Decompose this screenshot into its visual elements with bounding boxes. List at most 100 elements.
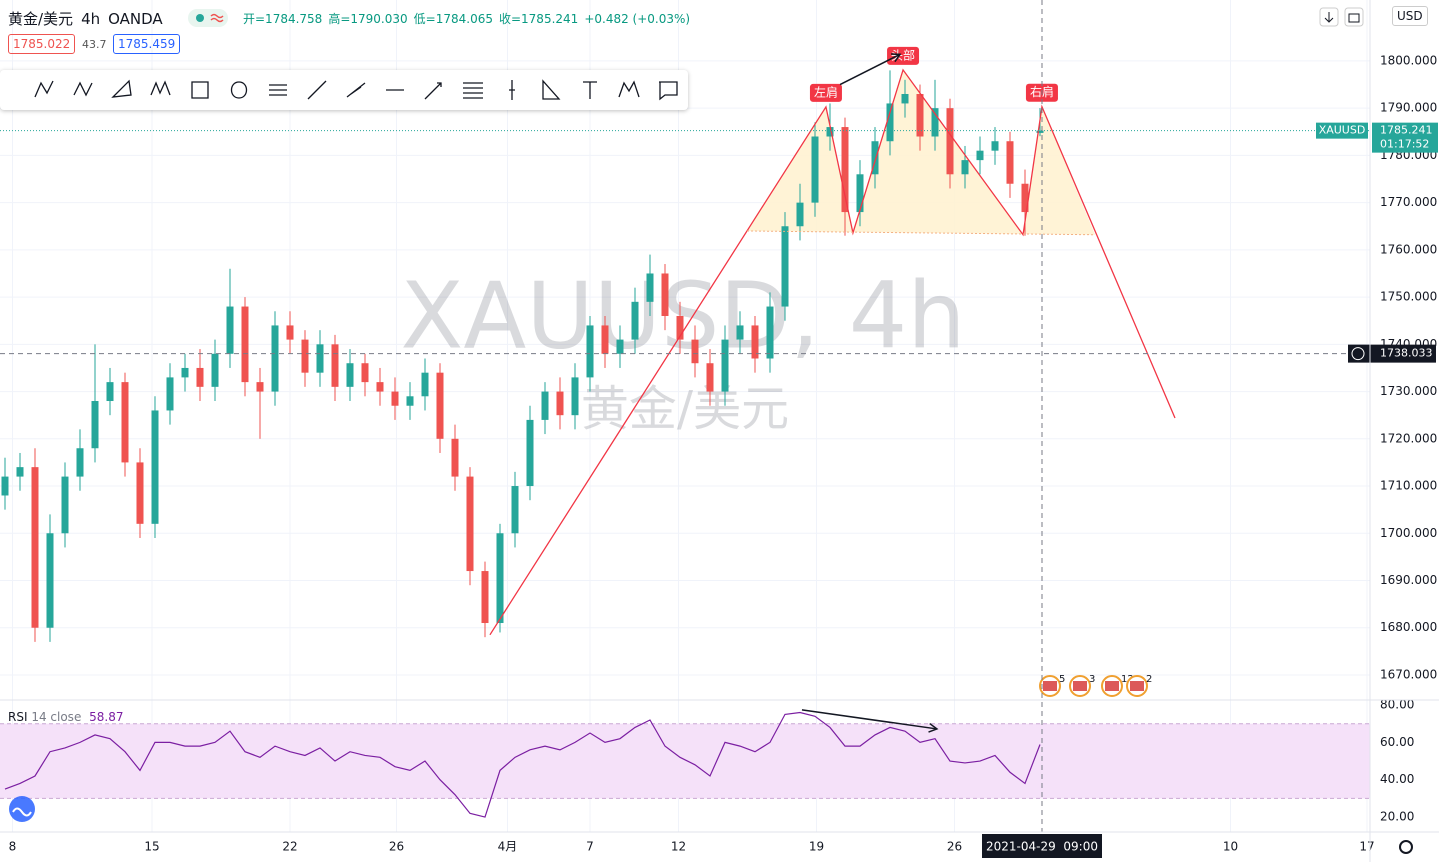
candle-body [241,306,249,383]
symbol-header: 黄金/美元 4h OANDA [8,8,171,29]
ask-price[interactable]: 1785.459 [113,34,181,54]
candle-body [901,93,909,104]
tool-button[interactable] [219,72,258,108]
tool-button[interactable] [258,72,297,108]
y-tick-label: 1760.000 [1380,242,1437,256]
candle-body [796,202,804,227]
candle-body [256,382,264,392]
tool-button[interactable] [570,72,609,108]
crosshair-plus [1351,347,1365,361]
x-tick-label: 8 [9,840,17,854]
tool-glyph [617,80,640,98]
candle-body [106,382,114,402]
candle-body [511,486,519,534]
status-icons [196,13,224,23]
candle-body [871,141,879,175]
symbol-tag [1316,122,1368,139]
crosshair-time: 2021-04-29 09:00 [986,840,1098,854]
symbol: 黄金/美元 [8,10,74,28]
y-tick-label: 1800.000 [1380,53,1437,67]
candle-body [421,372,429,397]
y-tick-label: 1730.000 [1380,384,1437,398]
tool-button[interactable] [492,72,531,108]
tool-button[interactable] [180,72,219,108]
candle-body [556,391,564,416]
candle-body [226,306,234,354]
candle-body [166,377,174,411]
candle-body [376,382,384,392]
tool-icon [346,82,365,98]
candle-body [946,108,954,175]
candle-body [91,401,99,449]
tool-glyph [72,81,93,97]
candle-body [451,438,459,477]
candle-body [691,339,699,364]
ohlc-item: 低=1784.065 [413,12,493,26]
event-flag [1130,681,1144,691]
tool-glyph [541,79,560,100]
tool-button[interactable] [453,72,492,108]
candle-body [271,325,279,392]
candle-body [571,377,579,416]
currency-button[interactable]: USD [1392,6,1428,26]
candle-body [826,127,834,137]
rsi-value: 58.87 [89,710,124,724]
tool-button[interactable] [648,72,687,108]
tool-glyph [110,79,132,98]
tool-glyph [424,82,442,100]
event-count: 2 [1146,674,1152,685]
candle-body [46,533,54,628]
status-pill[interactable] [188,9,228,27]
candle-body [736,325,744,340]
tool-button[interactable] [63,72,102,108]
ohlc-item: 收=1785.241 [498,12,579,26]
tool-glyph [462,82,483,99]
tool-icon [230,81,247,99]
tool-button[interactable] [297,72,336,108]
tool-icon [149,80,171,96]
candle-body [1036,130,1044,133]
tool-button[interactable] [531,72,570,108]
tool-button[interactable] [414,72,453,108]
ohlc-item: +0.482 (+0.03%) [584,12,691,26]
candle-body [151,410,159,524]
event-count: 3 [1089,674,1095,685]
candle-body [856,174,864,213]
tool-button[interactable] [375,72,414,108]
rsi-title: RSI [8,710,28,724]
toolbar-grip[interactable] [0,72,24,108]
tool-glyph [230,81,247,99]
y-tick-label: 1770.000 [1380,195,1437,209]
candle-body [676,315,684,340]
y-tick-label: 1680.000 [1380,620,1437,634]
candle-body [976,150,984,161]
candle-body [496,533,504,624]
candle-body [931,108,939,137]
rsi-params: 14 close [31,710,82,724]
candle-body [811,136,819,203]
tool-button[interactable] [336,72,375,108]
candle-body [526,419,534,487]
tool-button[interactable] [609,72,648,108]
tool-button[interactable] [102,72,141,108]
y-tick-label: 1790.000 [1380,101,1437,115]
annotation-box [809,83,842,102]
ohlc-legend: 开=1784.758 高=1790.030 低=1784.065 收=1785.241… [243,10,696,27]
candle-body [121,382,129,463]
tool-glyph [149,80,171,96]
candle-body [316,344,324,373]
tool-button[interactable] [24,72,63,108]
tool-icon [190,81,209,99]
tool-button[interactable] [141,72,180,108]
candle-body [766,306,774,359]
tool-icon [658,81,678,101]
pattern-fill [747,69,1096,235]
candle-body [616,339,624,354]
candle-body [331,344,339,387]
tool-icon [33,80,54,98]
event-count: 12 [1121,674,1134,685]
bid-price[interactable]: 1785.022 [8,34,76,54]
tool-glyph [268,84,287,96]
tool-icon [462,82,483,99]
